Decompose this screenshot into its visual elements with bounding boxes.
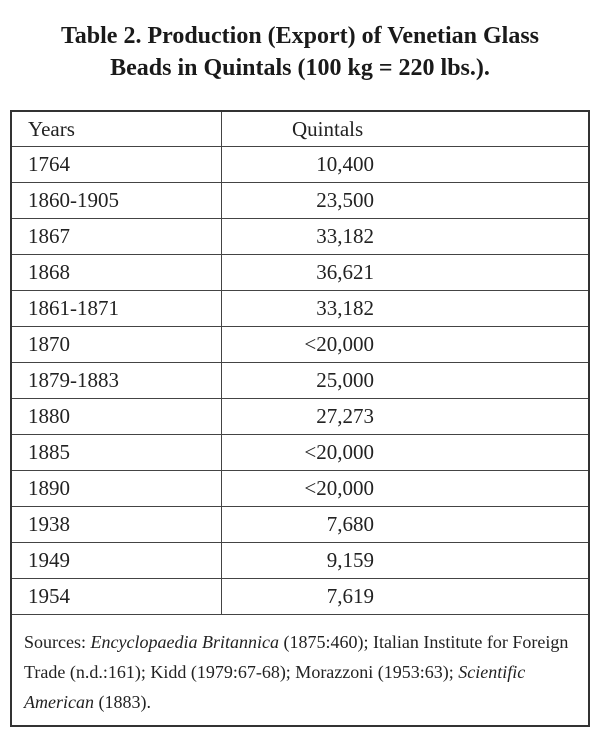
- year-cell: 1860-1905: [11, 182, 222, 219]
- table-row: 1885 <20,000: [11, 434, 589, 471]
- year-cell: 1764: [11, 146, 222, 183]
- table-row: 1954 7,619: [11, 578, 589, 615]
- column-header: Years: [11, 110, 222, 147]
- table-row: 1860-1905 23,500: [11, 182, 589, 219]
- quintals-cell: <20,000: [221, 326, 589, 363]
- year-cell: 1890: [11, 470, 222, 507]
- year-cell: 1880: [11, 398, 222, 435]
- quintals-value: <20,000: [304, 332, 374, 356]
- quintals-cell: 27,273: [221, 398, 589, 435]
- table-row: 1867 33,182: [11, 218, 589, 255]
- quintals-value: 25,000: [316, 368, 374, 392]
- quintals-value: 27,273: [316, 404, 374, 428]
- quintals-cell: 7,619: [221, 578, 589, 615]
- table-row: 1870 <20,000: [11, 326, 589, 363]
- table-row: 1868 36,621: [11, 254, 589, 291]
- sources-text: Sources:: [24, 632, 91, 652]
- year-cell: 1879-1883: [11, 362, 222, 399]
- quintals-value: 7,680: [326, 512, 374, 536]
- year-cell: 1954: [11, 578, 222, 615]
- sources-title: Encyclopaedia Britannica: [90, 632, 279, 652]
- quintals-value: 23,500: [316, 188, 374, 212]
- quintals-value: 33,182: [316, 296, 374, 320]
- quintals-cell: 25,000: [221, 362, 589, 399]
- year-cell: 1938: [11, 506, 222, 543]
- title-line: Table 2. Production (Export) of Venetian…: [60, 23, 540, 49]
- quintals-value: <20,000: [304, 440, 374, 464]
- table-body: 1764 10,400 1860-1905 23,500 1867 33,182 1868 3…: [11, 146, 589, 615]
- year-cell: 1949: [11, 542, 222, 579]
- title-line: Beads in Quintals (100 kg = 220 lbs.).: [110, 55, 490, 81]
- sources-title: Scientific American: [24, 662, 526, 712]
- sources-row: Sources: Encyclopaedia Britannica (1875:…: [11, 614, 589, 726]
- data-table: Years Quintals 1764 10,400 1860-1905 23,500…: [10, 110, 590, 727]
- quintals-value: 33,182: [316, 224, 374, 248]
- quintals-cell: 33,182: [221, 218, 589, 255]
- quintals-cell: 36,621: [221, 254, 589, 291]
- quintals-cell: 33,182: [221, 290, 589, 327]
- sources-text: (1875:460); Italian Institute for Foreig…: [24, 632, 569, 682]
- year-cell: 1870: [11, 326, 222, 363]
- column-header: Quintals: [221, 110, 589, 147]
- quintals-value: <20,000: [304, 476, 374, 500]
- quintals-cell: <20,000: [221, 434, 589, 471]
- table-row: 1949 9,159: [11, 542, 589, 579]
- quintals-value: 7,619: [326, 584, 374, 608]
- table-row: 1890 <20,000: [11, 470, 589, 507]
- sources: Sources: Encyclopaedia Britannica (1875:…: [11, 614, 589, 726]
- quintals-value: 9,159: [326, 548, 374, 572]
- quintals-cell: <20,000: [221, 470, 589, 507]
- quintals-cell: 23,500: [221, 182, 589, 219]
- table-row: 1764 10,400: [11, 146, 589, 183]
- sources-text: (1883).: [93, 692, 151, 712]
- year-cell: 1861-1871: [11, 290, 222, 327]
- table-title: Table 2. Production (Export) of Venetian…: [0, 20, 600, 84]
- year-cell: 1885: [11, 434, 222, 471]
- year-cell: 1868: [11, 254, 222, 291]
- year-cell: 1867: [11, 218, 222, 255]
- quintals-value: 10,400: [316, 152, 374, 176]
- table-row: 1879-1883 25,000: [11, 362, 589, 399]
- table-row: 1880 27,273: [11, 398, 589, 435]
- quintals-cell: 10,400: [221, 146, 589, 183]
- header-row: Years Quintals: [11, 110, 589, 147]
- quintals-value: 36,621: [316, 260, 374, 284]
- table-row: 1861-1871 33,182: [11, 290, 589, 327]
- table-row: 1938 7,680: [11, 506, 589, 543]
- quintals-cell: 9,159: [221, 542, 589, 579]
- quintals-cell: 7,680: [221, 506, 589, 543]
